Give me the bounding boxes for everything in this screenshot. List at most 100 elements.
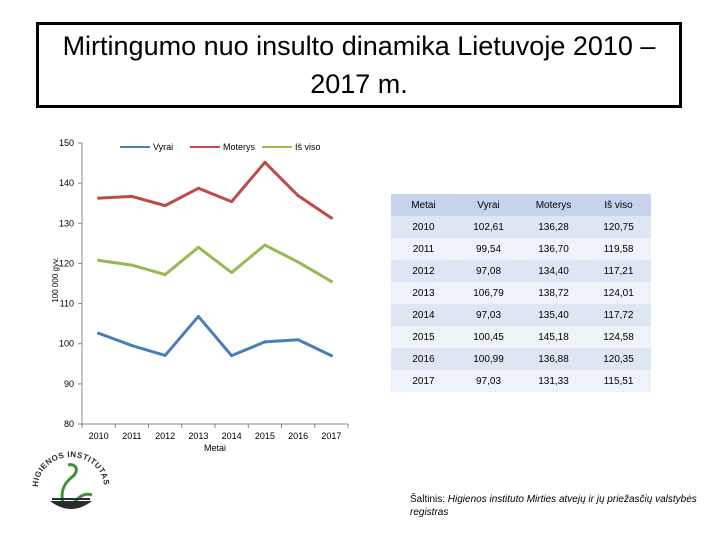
legend-label: Iš viso bbox=[295, 142, 321, 152]
table-cell: 100,99 bbox=[473, 353, 504, 365]
institute-logo: HIGIENOS INSTITUTAS bbox=[30, 447, 112, 524]
data-point bbox=[130, 194, 134, 198]
table-cell: 2017 bbox=[412, 375, 435, 387]
data-point bbox=[97, 331, 101, 335]
data-point bbox=[296, 194, 300, 198]
table-header-cell: Vyrai bbox=[477, 199, 500, 211]
x-tick-label: 2015 bbox=[255, 431, 275, 441]
series-line-1 bbox=[97, 160, 333, 220]
table-cell: 124,01 bbox=[603, 287, 634, 299]
table-cell: 117,21 bbox=[603, 265, 634, 277]
table-header-cell: Metai bbox=[411, 199, 436, 211]
table-cell: 2012 bbox=[412, 265, 435, 277]
table-cell: 136,28 bbox=[538, 221, 569, 233]
data-point bbox=[329, 354, 333, 358]
table-header-cell: Moterys bbox=[535, 199, 572, 211]
source-note: Šaltinis: Higienos instituto Mirties atv… bbox=[410, 493, 710, 519]
data-point bbox=[196, 245, 200, 249]
table-cell: 136,70 bbox=[538, 243, 569, 255]
x-tick-label: 2017 bbox=[321, 431, 341, 441]
table-cell: 2015 bbox=[412, 331, 435, 343]
data-point bbox=[230, 354, 234, 358]
data-point bbox=[130, 344, 134, 348]
table-cell: 120,75 bbox=[603, 221, 634, 233]
legend-label: Vyrai bbox=[153, 142, 173, 152]
x-tick-label: 2014 bbox=[222, 431, 242, 441]
data-table: Metai Vyrai Moterys Iš viso 2010 102,61 136,2… bbox=[391, 194, 651, 392]
data-point bbox=[329, 216, 333, 220]
data-point bbox=[263, 340, 267, 344]
data-point bbox=[296, 338, 300, 342]
institute-logo-icon: HIGIENOS INSTITUTAS bbox=[31, 450, 111, 509]
y-tick-label: 100 bbox=[59, 339, 74, 349]
data-table-wrap: Metai Vyrai Moterys Iš viso 2010 102,61 136,2… bbox=[391, 194, 651, 392]
y-axis-title: 100 000 gyv. bbox=[51, 257, 60, 302]
x-axis-title: Metai bbox=[204, 443, 226, 453]
table-cell: 2014 bbox=[412, 309, 435, 321]
table-cell: 119,58 bbox=[603, 243, 634, 255]
y-tick-label: 90 bbox=[64, 379, 74, 389]
table-cell: 2016 bbox=[412, 353, 435, 365]
table-cell: 97,03 bbox=[475, 375, 502, 387]
y-tick-label: 120 bbox=[59, 258, 74, 268]
table-row: 2014 97,03 135,40 117,72 bbox=[391, 304, 651, 326]
table-cell: 97,08 bbox=[475, 265, 502, 277]
y-tick-label: 130 bbox=[59, 218, 74, 228]
table-cell: 100,45 bbox=[473, 331, 504, 343]
table-cell: 136,88 bbox=[538, 353, 569, 365]
data-point bbox=[163, 353, 167, 357]
data-point bbox=[196, 186, 200, 190]
source-text: Higienos instituto Mirties atvejų ir jų … bbox=[410, 494, 697, 518]
table-row: 2013 106,79 138,72 124,01 bbox=[391, 282, 651, 304]
legend-label: Moterys bbox=[223, 142, 256, 152]
table-cell: 134,40 bbox=[538, 265, 569, 277]
table-cell: 2013 bbox=[412, 287, 435, 299]
data-point bbox=[163, 204, 167, 208]
x-tick-label: 2010 bbox=[89, 431, 109, 441]
data-point bbox=[329, 279, 333, 283]
data-point bbox=[263, 243, 267, 247]
table-row: 2017 97,03 131,33 115,51 bbox=[391, 370, 651, 392]
data-point bbox=[130, 263, 134, 267]
table-header-row: Metai Vyrai Moterys Iš viso bbox=[391, 194, 651, 216]
x-tick-label: 2016 bbox=[288, 431, 308, 441]
y-tick-label: 80 bbox=[64, 419, 74, 429]
table-row: 2010 102,61 136,28 120,75 bbox=[391, 216, 651, 238]
table-cell: 135,40 bbox=[538, 309, 569, 321]
y-tick-label: 110 bbox=[60, 299, 74, 309]
table-cell: 106,79 bbox=[473, 287, 504, 299]
table-cell: 131,33 bbox=[538, 375, 569, 387]
source-prefix: Šaltinis: bbox=[410, 494, 448, 505]
table-cell: 124,58 bbox=[603, 331, 634, 343]
table-cell: 145,18 bbox=[538, 331, 569, 343]
table-cell: 99,54 bbox=[475, 243, 502, 255]
table-row: 2015 100,45 145,18 124,58 bbox=[391, 326, 651, 348]
x-tick-label: 2013 bbox=[188, 431, 208, 441]
table-cell: 115,51 bbox=[603, 375, 634, 387]
table-cell: 97,03 bbox=[475, 309, 502, 321]
table-cell: 2010 bbox=[412, 221, 435, 233]
table-row: 2012 97,08 134,40 117,21 bbox=[391, 260, 651, 282]
series-line-0 bbox=[97, 314, 333, 358]
x-tick-label: 2012 bbox=[155, 431, 175, 441]
data-point bbox=[163, 273, 167, 277]
data-point bbox=[196, 314, 200, 318]
data-point bbox=[263, 160, 267, 164]
data-point bbox=[230, 200, 234, 204]
data-point bbox=[230, 271, 234, 275]
data-point bbox=[97, 258, 101, 262]
page-title: Mirtingumo nuo insulto dinamika Lietuvoj… bbox=[62, 31, 656, 99]
x-tick-label: 2011 bbox=[122, 431, 141, 441]
title-box: Mirtingumo nuo insulto dinamika Lietuvoj… bbox=[36, 22, 682, 108]
data-point bbox=[296, 260, 300, 264]
table-cell: 138,72 bbox=[538, 287, 569, 299]
table-cell: 2011 bbox=[412, 243, 435, 255]
y-tick-label: 150 bbox=[59, 138, 74, 148]
y-tick-label: 140 bbox=[59, 178, 74, 188]
table-cell: 102,61 bbox=[473, 221, 504, 233]
table-row: 2016 100,99 136,88 120,35 bbox=[391, 348, 651, 370]
table-cell: 117,72 bbox=[603, 309, 634, 321]
table-cell: 120,35 bbox=[603, 353, 634, 365]
data-point bbox=[97, 196, 101, 200]
